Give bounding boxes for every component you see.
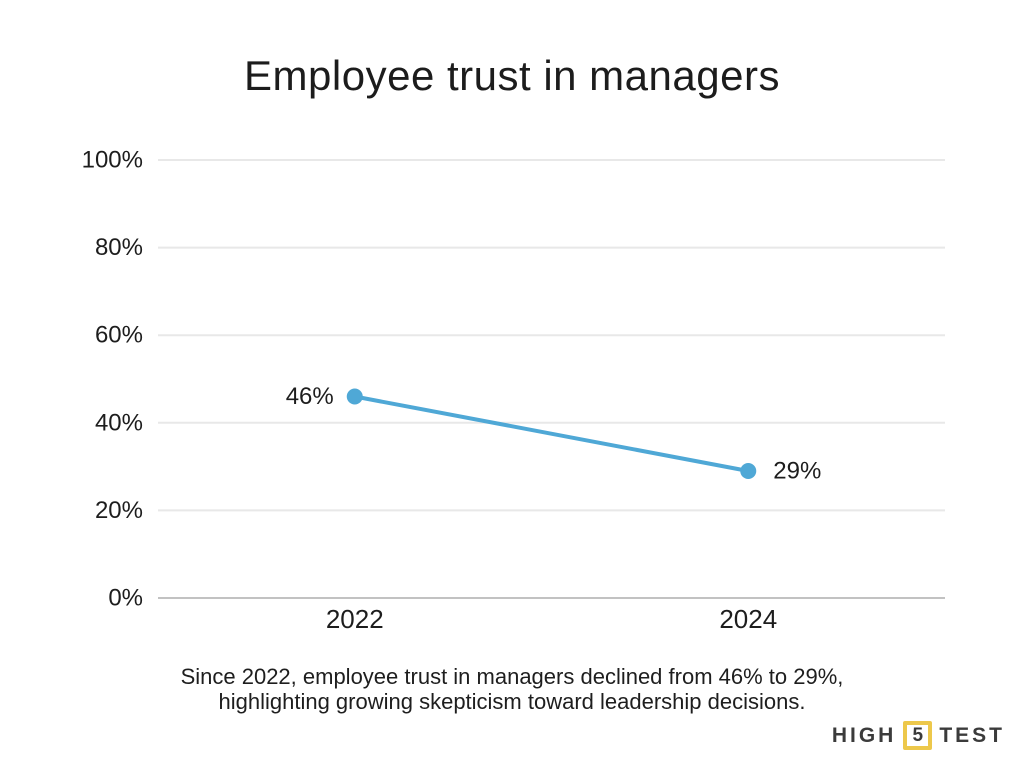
data-point <box>740 462 757 479</box>
logo-word-test: TEST <box>939 723 1005 747</box>
data-point-label: 29% <box>773 457 821 484</box>
y-tick-label: 20% <box>95 497 143 524</box>
high5test-logo: HIGH 5 TEST <box>832 721 1005 750</box>
y-tick-label: 40% <box>95 409 143 436</box>
data-point <box>346 388 363 405</box>
chart-caption: Since 2022, employee trust in managers d… <box>0 664 1024 714</box>
logo-5-badge-icon: 5 <box>903 721 933 750</box>
logo-word-high: HIGH <box>831 723 897 747</box>
data-point-label: 46% <box>286 383 334 410</box>
caption-line-2: highlighting growing skepticism toward l… <box>218 689 806 714</box>
y-tick-label: 80% <box>95 234 143 261</box>
x-tick-label: 2022 <box>326 604 384 634</box>
y-tick-label: 100% <box>82 147 143 174</box>
y-tick-label: 0% <box>108 585 143 612</box>
x-tick-label: 2024 <box>719 604 777 634</box>
caption-line-1: Since 2022, employee trust in managers d… <box>180 664 844 689</box>
y-tick-label: 60% <box>95 322 143 349</box>
chart-title: Employee trust in managers <box>244 52 780 99</box>
trend-line <box>352 394 751 473</box>
